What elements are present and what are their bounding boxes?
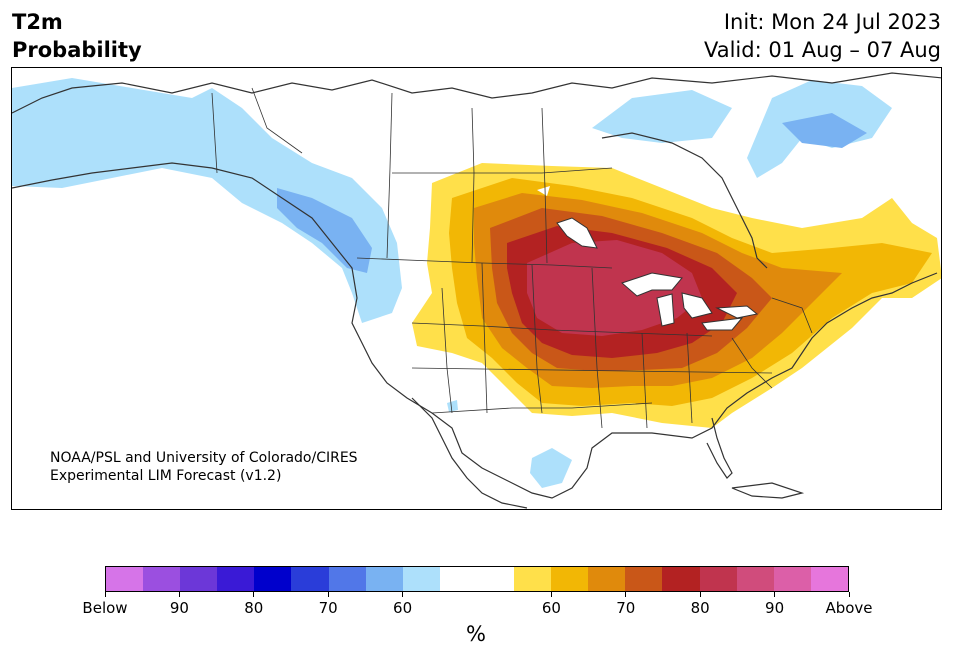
colorbar-unit: % (466, 622, 486, 646)
init-date: Init: Mon 24 Jul 2023 (723, 10, 941, 34)
coastline (12, 162, 938, 499)
chart-title: T2m Probability (12, 8, 142, 64)
colorbar-tick-mark (327, 592, 329, 597)
colorbar-cell (662, 567, 700, 591)
credit-line-1: NOAA/PSL and University of Colorado/CIRE… (50, 450, 358, 466)
above-80 (527, 240, 702, 336)
colorbar-cell (143, 567, 181, 591)
title-type: Probability (12, 38, 142, 62)
colorbar-tick-label: Below (82, 599, 128, 617)
valid-range: Valid: 01 Aug – 07 Aug (703, 38, 941, 62)
colorbar-cell (254, 567, 292, 591)
below-region-mexico (530, 448, 572, 488)
colorbar-tick-label: 60 (393, 599, 413, 617)
colorbar-tick-mark (402, 592, 404, 597)
below-region-quebec (592, 90, 732, 143)
colorbar-cell (291, 567, 329, 591)
colorbar-tick-label: 70 (616, 599, 636, 617)
colorbar-cell (476, 567, 515, 591)
colorbar-cell (625, 567, 663, 591)
colorbar-cell (699, 567, 737, 591)
colorbar-tick-mark (699, 592, 701, 597)
coastline-cuba (731, 482, 805, 499)
colorbar-cell (514, 567, 552, 591)
colorbar-tick-label: 80 (244, 599, 264, 617)
below-region-baja (447, 400, 458, 412)
colorbar-tick-mark (774, 592, 776, 597)
coastline-arctic (12, 72, 941, 114)
coastline-mexico (411, 397, 528, 509)
colorbar-cell (439, 567, 477, 591)
political-borders (211, 87, 813, 429)
colorbar-cell (402, 567, 440, 591)
below-region-labrador-core (782, 113, 867, 148)
colorbar-tick-label: 60 (541, 599, 561, 617)
colorbar-cell (588, 567, 626, 591)
colorbar-tick-mark (550, 592, 552, 597)
coastline-florida (706, 417, 733, 479)
colorbar-cell (365, 567, 403, 591)
map-canvas (12, 72, 941, 509)
colorbar-tick-mark (178, 592, 180, 597)
colorbar-tick-label: 80 (690, 599, 710, 617)
colorbar-tick-label: 70 (318, 599, 338, 617)
great-lakes (621, 272, 759, 331)
colorbar-cell (810, 567, 848, 591)
below-region-alaska (12, 78, 402, 323)
colorbar-cell (773, 567, 811, 591)
colorbar-tick-mark (253, 592, 255, 597)
colorbar-cell (106, 567, 144, 591)
lake-winnipeg (556, 217, 598, 249)
colorbar-cell (551, 567, 589, 591)
forecast-dates: Init: Mon 24 Jul 2023 Valid: 01 Aug – 07… (704, 8, 941, 64)
forecast-map: NOAA/PSL and University of Colorado/CIRE… (11, 67, 942, 510)
colorbar-tick-mark (848, 592, 850, 597)
colorbar-tick-label: Above (825, 599, 873, 617)
colorbar-tick-label: 90 (765, 599, 785, 617)
colorbar-cell (180, 567, 218, 591)
colorbar-tick-label: 90 (169, 599, 189, 617)
colorbar-tick-mark (104, 592, 106, 597)
title-variable: T2m (12, 10, 63, 34)
lake-small (537, 186, 550, 196)
colorbar-tick-mark (625, 592, 627, 597)
colorbar (105, 566, 849, 592)
colorbar-cell (736, 567, 774, 591)
colorbar-cell (217, 567, 255, 591)
coastline-hudson (601, 132, 768, 269)
credit-line-2: Experimental LIM Forecast (v1.2) (50, 468, 282, 484)
colorbar-cell (328, 567, 366, 591)
credit-text: NOAA/PSL and University of Colorado/CIRE… (50, 449, 358, 485)
below-region-bc-core (277, 188, 372, 273)
